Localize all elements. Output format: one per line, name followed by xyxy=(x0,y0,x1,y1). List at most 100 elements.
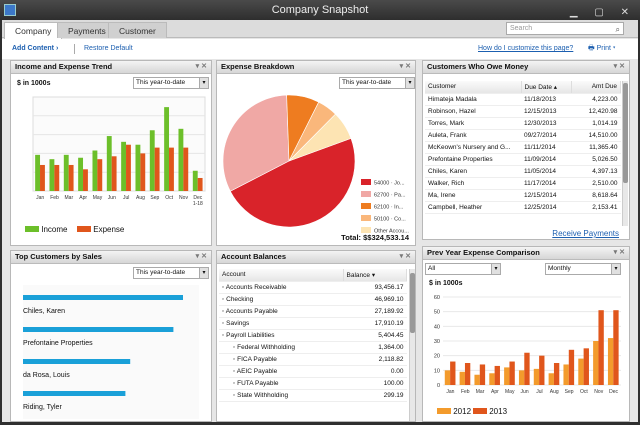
window-controls[interactable]: ▁ ▢ ✕ xyxy=(569,7,636,18)
x-tick-label: Jan xyxy=(446,389,454,395)
x-tick-label: Dec xyxy=(193,195,202,201)
account-name: Federal Withholding xyxy=(237,343,295,351)
bar-income xyxy=(192,170,198,191)
chevron-down-icon: ▾ xyxy=(199,78,208,88)
col-customer[interactable]: Customer xyxy=(425,81,522,94)
range-dropdown[interactable]: This year-to-date ▾ xyxy=(339,77,415,89)
table-row[interactable]: ◦ Savings 17,910.19 xyxy=(219,317,407,330)
window-title: Company Snapshot xyxy=(271,4,369,16)
sales-bar xyxy=(23,295,183,300)
bar-2012 xyxy=(607,338,614,385)
x-tick-label: Mar xyxy=(476,389,485,395)
search-icon[interactable]: ⌕ xyxy=(615,25,620,34)
tab-customer[interactable]: Customer xyxy=(108,22,167,38)
search-input[interactable]: Search ⌕ xyxy=(506,22,624,35)
panel-controls[interactable]: ▾ ✕ xyxy=(399,253,411,260)
legend-income: Income xyxy=(25,225,67,234)
panel-controls[interactable]: ▾ ✕ xyxy=(195,253,207,260)
table-row[interactable]: ◦ Accounts Receivable 93,456.17 xyxy=(219,281,407,294)
customize-help-link[interactable]: How do I customize this page? xyxy=(478,45,574,52)
bar-income xyxy=(135,144,141,191)
panel-title: Customers Who Owe Money ▾ ✕ xyxy=(423,61,629,74)
account-name: AEIC Payable xyxy=(236,367,278,375)
period-value: Monthly xyxy=(548,265,571,272)
y-tick-label: 30 xyxy=(434,339,440,345)
period-dropdown[interactable]: Monthly ▾ xyxy=(545,263,621,275)
bar-2013 xyxy=(598,310,604,385)
table-row[interactable]: Torres, Mark 12/30/2013 1,014.19 xyxy=(425,117,621,130)
tab-company[interactable]: Company xyxy=(4,22,63,39)
pie-slice xyxy=(229,137,356,228)
bar-2012 xyxy=(474,374,480,385)
legend-swatch xyxy=(361,215,371,221)
bar-2013 xyxy=(509,361,515,385)
vertical-scrollbar[interactable] xyxy=(622,81,628,226)
table-row[interactable]: Ma, Irene 12/15/2014 8,618.64 xyxy=(425,189,621,202)
vertical-scrollbar[interactable] xyxy=(409,269,415,421)
bar-2013 xyxy=(613,310,619,385)
table-row[interactable]: Walker, Rich 11/17/2014 2,510.00 xyxy=(425,177,621,190)
x-tick-label: Nov xyxy=(594,389,603,395)
legend-label: Expense xyxy=(93,225,125,234)
table-row[interactable]: Himateja Madala 11/18/2013 4,223.00 xyxy=(425,93,621,106)
account-cell: ◦ Federal Withholding xyxy=(219,341,343,354)
table-row[interactable]: Prefontaine Properties 11/09/2014 5,026.50 xyxy=(425,153,621,166)
table-row[interactable]: Campbell, Heather 12/25/2014 2,153.41 xyxy=(425,201,621,214)
col-due-date-label: Due Date xyxy=(524,83,552,91)
table-row[interactable]: Auleta, Frank 09/27/2014 14,510.00 xyxy=(425,129,621,142)
bar-income xyxy=(121,141,127,191)
bar-income xyxy=(106,136,112,191)
table-row[interactable]: ◦ AEIC Payable 0.00 xyxy=(219,365,407,378)
bar-2012 xyxy=(593,341,599,385)
legend-label: 2013 xyxy=(489,407,508,416)
range-dropdown[interactable]: This year-to-date ▾ xyxy=(133,77,209,89)
print-button[interactable]: 🖶 Print ▾ xyxy=(588,45,616,52)
filter-dropdown[interactable]: All ▾ xyxy=(425,263,501,275)
amt-due-cell: 14,510.00 xyxy=(571,129,621,142)
y-tick-label: 50 xyxy=(434,310,440,316)
panel-controls[interactable]: ▾ ✕ xyxy=(195,63,207,70)
receive-payments-link[interactable]: Receive Payments xyxy=(552,229,619,238)
table-row[interactable]: Robinson, Hazel 12/15/2013 12,420.98 xyxy=(425,105,621,118)
legend-swatch xyxy=(77,226,91,232)
col-due-date[interactable]: Due Date ▴ xyxy=(521,81,572,94)
y-tick-label: 40 xyxy=(434,324,440,330)
table-row[interactable]: ◦ Federal Withholding 1,364.00 xyxy=(219,341,407,354)
panel-controls[interactable]: ▾ ✕ xyxy=(613,63,625,70)
restore-default-link[interactable]: Restore Default xyxy=(84,45,133,52)
table-row[interactable]: ◦ State Withholding 299.19 xyxy=(219,389,407,402)
due-date-cell: 09/27/2014 xyxy=(521,129,571,142)
table-row[interactable]: ◦ FICA Payable 2,118.82 xyxy=(219,353,407,366)
balance-cell: 46,969.10 xyxy=(343,293,407,306)
table-row[interactable]: ◦ FUTA Payable 100.00 xyxy=(219,377,407,390)
account-name: FICA Payable xyxy=(237,355,277,363)
panel-controls[interactable]: ▾ ✕ xyxy=(399,63,411,70)
legend-swatch xyxy=(361,227,371,233)
bar-2012 xyxy=(444,370,451,385)
bullet-icon: ◦ xyxy=(233,355,238,363)
table-row[interactable]: ◦ Checking 46,969.10 xyxy=(219,293,407,306)
table-row[interactable]: Chiles, Karen 11/05/2014 4,397.13 xyxy=(425,165,621,178)
legend-swatch xyxy=(361,191,371,197)
col-balance[interactable]: Balance ▾ xyxy=(343,269,407,282)
amt-due-cell: 12,420.98 xyxy=(571,105,621,118)
chevron-down-icon: ▾ xyxy=(491,264,500,274)
x-tick-label: Jan xyxy=(36,195,44,201)
bar-2013 xyxy=(539,355,545,385)
panel-title: Account Balances ▾ ✕ xyxy=(217,251,415,264)
print-label: Print xyxy=(596,45,611,52)
panel-title: Income and Expense Trend ▾ ✕ xyxy=(11,61,211,74)
col-amt-due[interactable]: Amt Due xyxy=(571,81,621,94)
table-row[interactable]: McKeown's Nursery and G... 11/11/2014 11,3… xyxy=(425,141,621,154)
table-row[interactable]: ◦ Payroll Liabilities 5,404.45 xyxy=(219,329,407,342)
table-row[interactable]: ◦ Accounts Payable 27,189.92 xyxy=(219,305,407,318)
col-account[interactable]: Account xyxy=(219,269,344,282)
bar-income xyxy=(35,154,41,191)
amt-due-cell: 4,397.13 xyxy=(571,165,621,178)
amt-due-cell: 2,153.41 xyxy=(571,201,621,214)
add-content-button[interactable]: Add Content › xyxy=(12,39,58,59)
scroll-thumb[interactable] xyxy=(410,273,415,333)
range-dropdown[interactable]: This year-to-date ▾ xyxy=(133,267,209,279)
panel-controls[interactable]: ▾ ✕ xyxy=(613,249,625,256)
scroll-thumb[interactable] xyxy=(623,83,628,183)
